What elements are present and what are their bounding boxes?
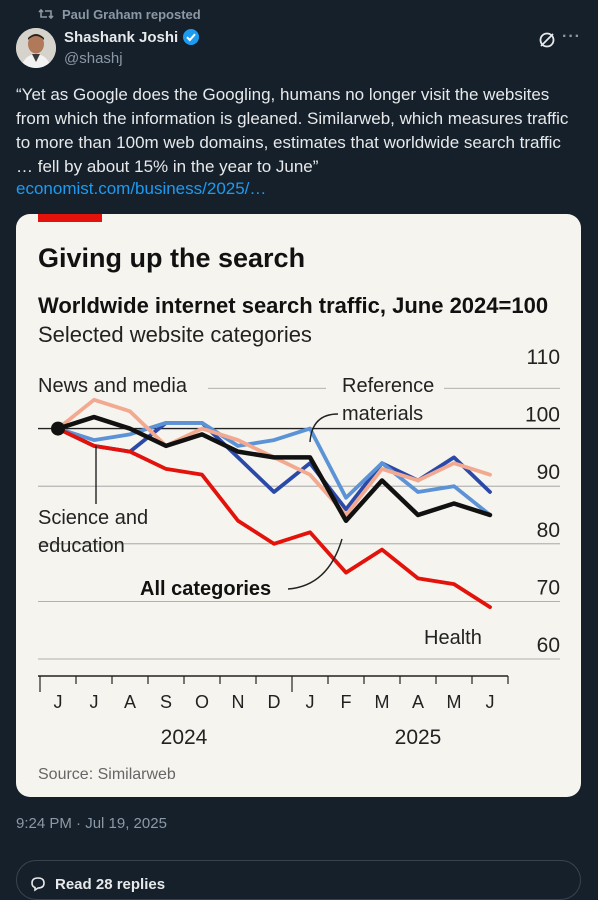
x-tick-label: J	[486, 692, 495, 712]
y-tick-label: 70	[537, 576, 560, 599]
x-tick-label: S	[160, 692, 172, 712]
x-tick-label: N	[232, 692, 245, 712]
reply-bubble-icon	[31, 877, 45, 892]
more-options-icon[interactable]: ···	[562, 28, 581, 45]
annotation-label: education	[38, 535, 125, 557]
x-tick-label: J	[90, 692, 99, 712]
verified-badge-icon	[183, 29, 200, 45]
start-point	[51, 421, 65, 436]
annotation-label: Reference	[342, 375, 434, 397]
x-tick-label: M	[447, 692, 462, 712]
chart-title: Giving up the search	[38, 243, 305, 273]
tweet-link[interactable]: economist.com/business/2025/…	[16, 179, 267, 198]
y-tick-label: 110	[527, 346, 560, 369]
series-line	[55, 414, 493, 524]
chart-image-card[interactable]: Giving up the search Worldwide internet s…	[16, 214, 581, 797]
repost-header[interactable]: Paul Graham reposted	[38, 6, 201, 22]
author-name[interactable]: Shashank Joshi	[64, 28, 179, 46]
avatar[interactable]	[16, 28, 56, 68]
annotation-leader	[287, 538, 343, 590]
x-year-label: 2024	[161, 726, 208, 749]
tweet-timestamp[interactable]: 9:24 PM · Jul 19, 2025	[16, 815, 167, 832]
y-tick-label: 80	[537, 519, 560, 542]
chart-svg: Giving up the search Worldwide internet s…	[38, 214, 560, 783]
y-tick-label: 60	[537, 634, 560, 657]
author-handle[interactable]: @shashj	[64, 50, 123, 67]
series-line	[56, 426, 492, 610]
annotation-label: Health	[424, 627, 482, 649]
x-tick-label: F	[341, 692, 352, 712]
chart-source: Source: Similarweb	[38, 766, 176, 783]
annotation-label: materials	[342, 403, 423, 425]
x-tick-label: O	[195, 692, 209, 712]
author-name-row[interactable]: Shashank Joshi	[64, 28, 200, 46]
tweet-text: “Yet as Google does the Googling, humans…	[16, 85, 569, 176]
x-tick-label: J	[306, 692, 315, 712]
y-tick-label: 100	[525, 404, 560, 427]
annotation-label: All categories	[140, 578, 271, 600]
x-tick-label: J	[54, 692, 63, 712]
annotation-label: News and media	[38, 375, 188, 397]
chart-subtitle: Worldwide internet search traffic, June …	[38, 293, 548, 318]
grok-icon[interactable]	[537, 30, 557, 50]
repost-text: Paul Graham reposted	[62, 6, 201, 22]
annotation-leader	[309, 413, 339, 443]
read-replies-button[interactable]: Read 28 replies	[16, 860, 581, 900]
annotation-label: Science and	[38, 507, 148, 529]
y-tick-label: 90	[537, 461, 560, 484]
repost-icon	[38, 8, 54, 20]
x-tick-label: A	[124, 692, 136, 712]
x-year-label: 2025	[395, 726, 442, 749]
x-tick-label: A	[412, 692, 424, 712]
x-tick-label: D	[268, 692, 281, 712]
series-line	[56, 420, 492, 517]
read-replies-label: Read 28 replies	[55, 875, 166, 893]
avatar-image	[16, 28, 56, 68]
chart-subtitle-2: Selected website categories	[38, 322, 312, 347]
x-tick-label: M	[375, 692, 390, 712]
economist-red-bar	[38, 214, 102, 222]
